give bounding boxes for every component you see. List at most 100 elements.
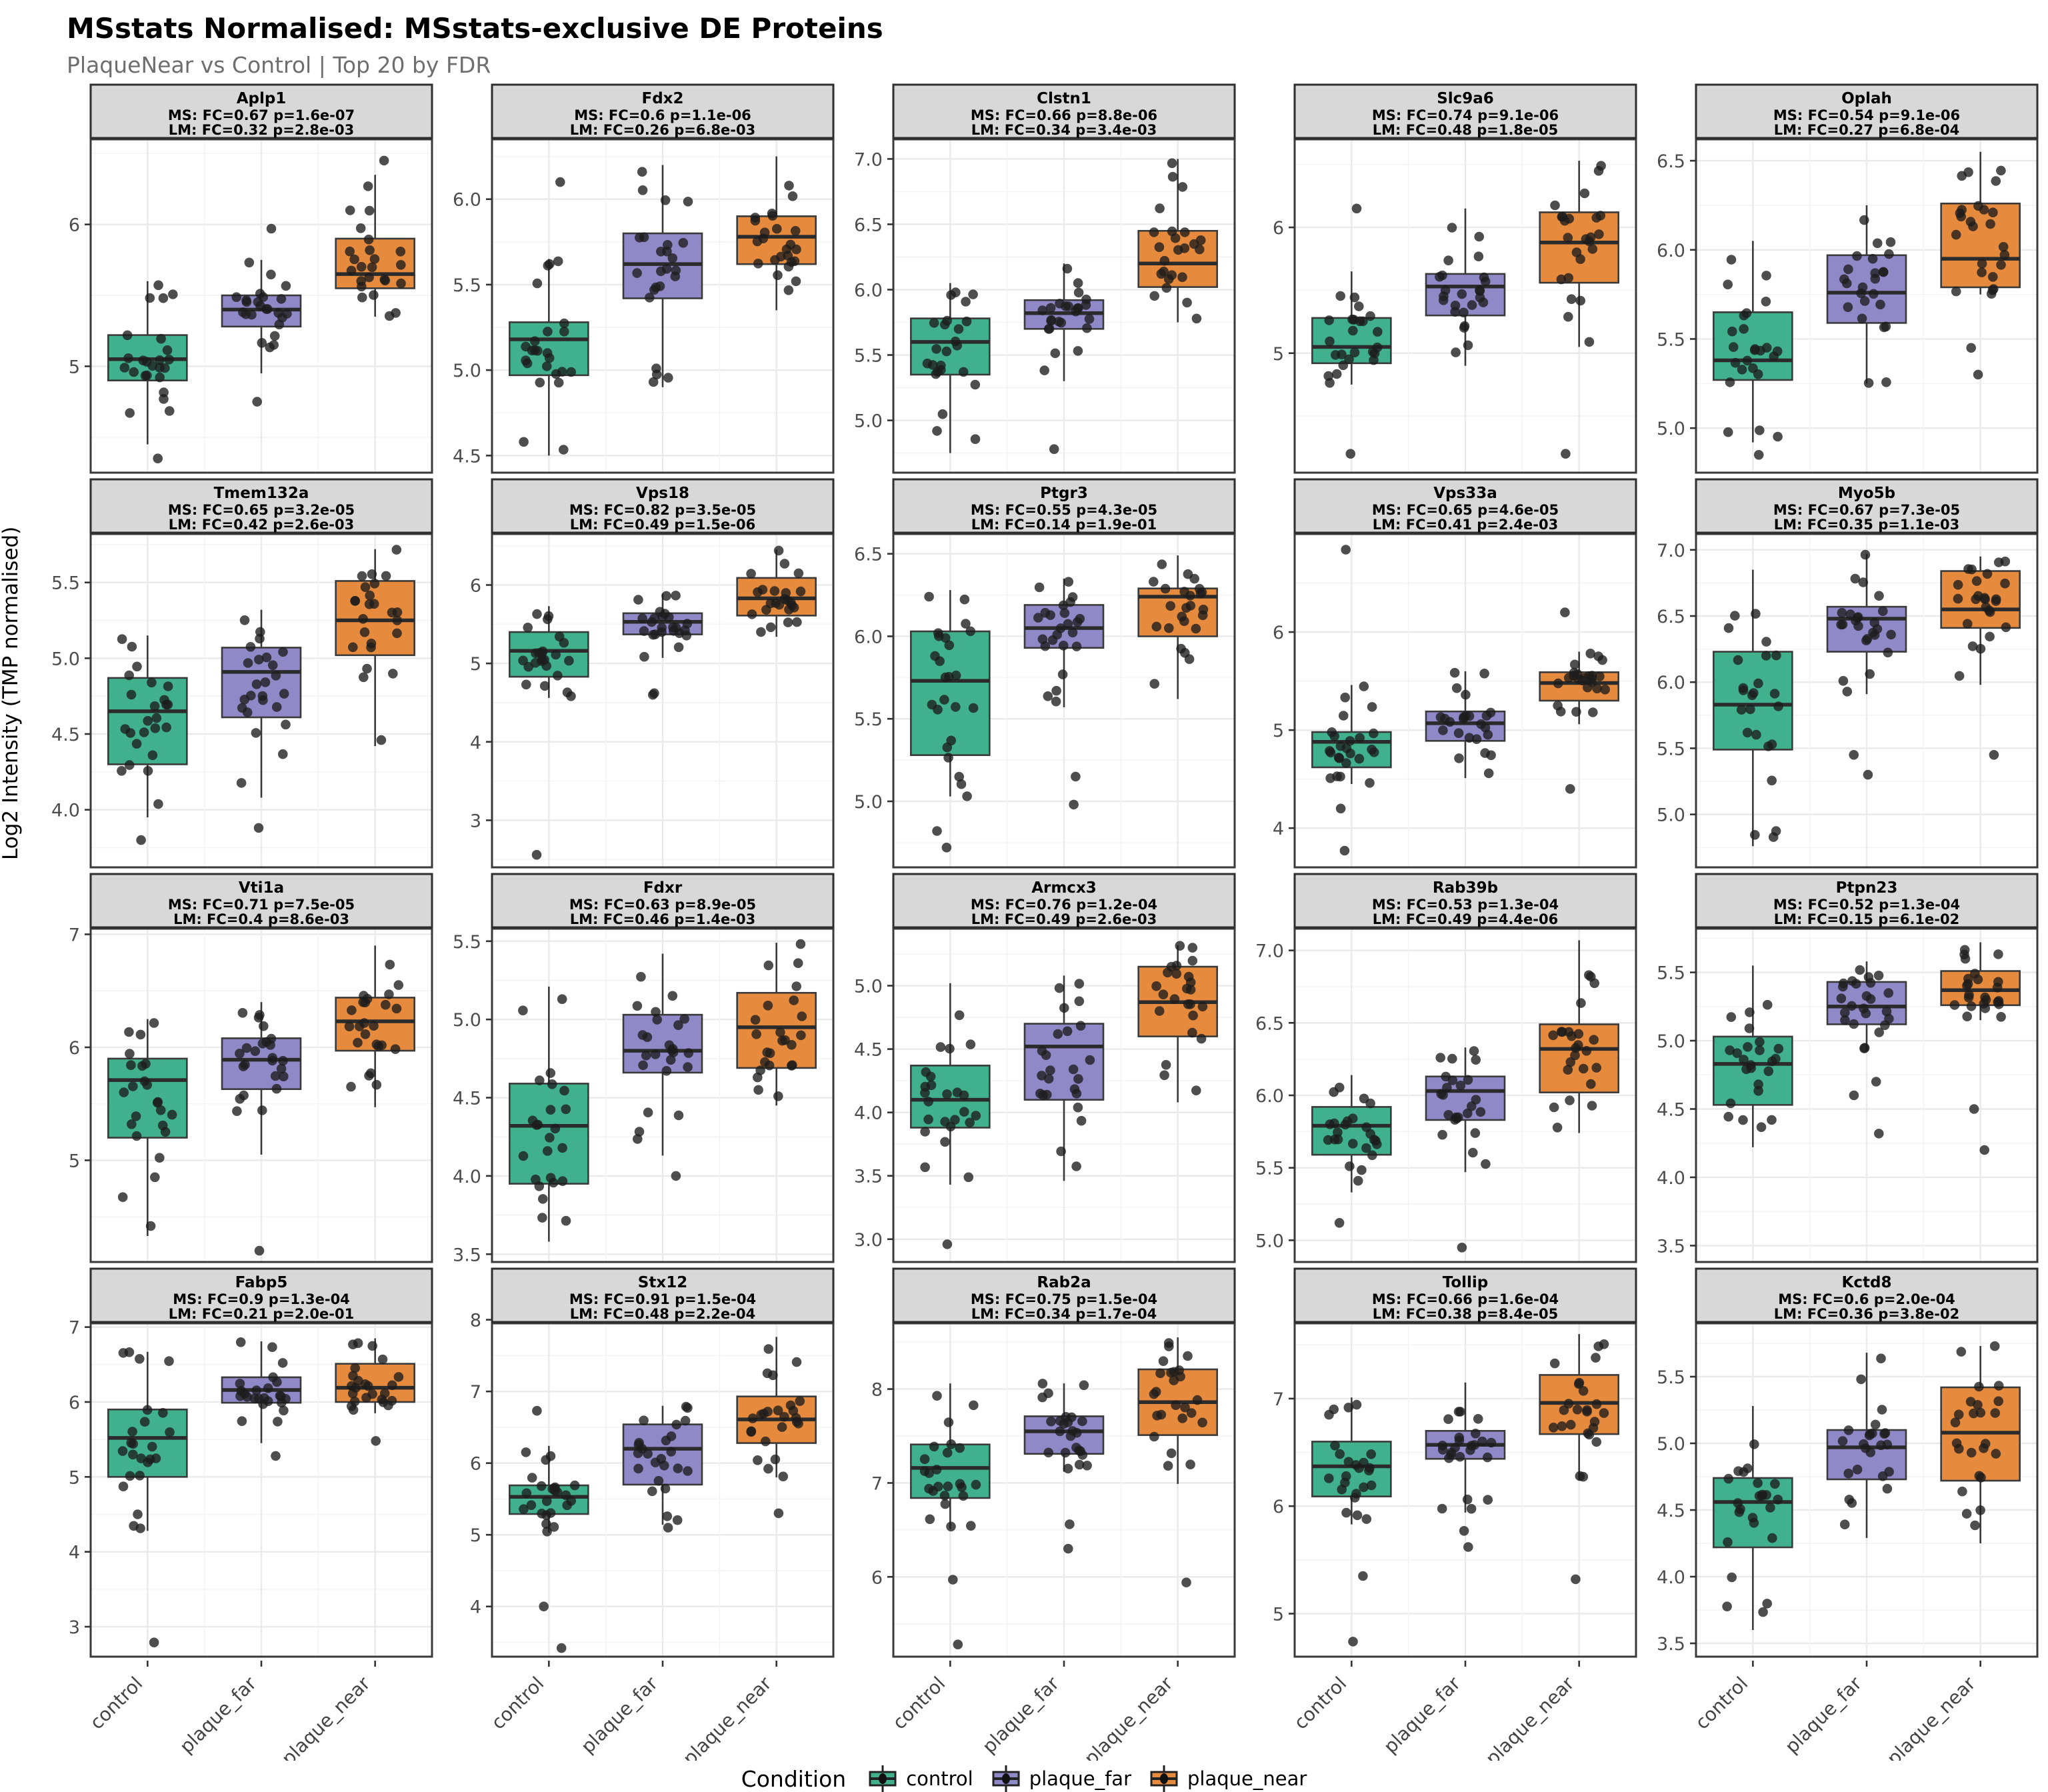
data-point bbox=[1874, 591, 1884, 601]
data-point bbox=[259, 1021, 269, 1031]
data-point bbox=[1345, 449, 1356, 459]
data-point bbox=[1973, 201, 1983, 211]
data-point bbox=[1858, 577, 1869, 588]
y-tick-label: 5.5 bbox=[854, 346, 883, 367]
data-point bbox=[1461, 711, 1471, 721]
data-point bbox=[1758, 1607, 1768, 1617]
data-point bbox=[1565, 1057, 1576, 1067]
data-point bbox=[757, 585, 768, 595]
data-point bbox=[365, 245, 375, 255]
data-point bbox=[1071, 1161, 1081, 1172]
data-point bbox=[1552, 1123, 1563, 1133]
data-point bbox=[1062, 1026, 1073, 1037]
data-point bbox=[1840, 1015, 1850, 1025]
data-point bbox=[965, 1117, 975, 1128]
y-tick-label: 5.0 bbox=[453, 361, 481, 382]
data-point bbox=[1185, 591, 1195, 601]
data-point bbox=[263, 1396, 273, 1407]
data-point bbox=[561, 1216, 571, 1226]
data-point bbox=[633, 1448, 643, 1459]
data-point bbox=[1745, 704, 1755, 715]
data-point bbox=[965, 626, 975, 637]
data-point bbox=[347, 1389, 358, 1399]
data-point bbox=[243, 658, 253, 669]
data-point bbox=[1163, 274, 1174, 285]
data-point bbox=[542, 361, 552, 372]
facet-strip bbox=[1293, 83, 1637, 139]
data-point bbox=[1334, 1218, 1345, 1228]
facet-strip bbox=[1695, 1267, 2039, 1323]
data-point bbox=[539, 681, 550, 691]
data-point bbox=[271, 671, 281, 681]
data-point bbox=[345, 205, 355, 216]
data-point bbox=[1557, 1421, 1567, 1431]
data-point bbox=[557, 1143, 567, 1153]
data-point bbox=[1763, 1066, 1774, 1077]
facet-gene-name: Oplah bbox=[1841, 90, 1892, 107]
data-point bbox=[1998, 242, 2009, 252]
facet-lm-stats: LM: FC=0.32 p=2.8e-03 bbox=[169, 122, 354, 138]
data-point bbox=[1968, 221, 1978, 232]
data-point bbox=[1951, 230, 1961, 240]
data-point bbox=[795, 587, 806, 597]
y-tick-label: 6.0 bbox=[1255, 1086, 1284, 1107]
data-point bbox=[1325, 378, 1335, 388]
data-point bbox=[1461, 690, 1471, 700]
data-point bbox=[1054, 317, 1064, 327]
facet-gene-name: Kctd8 bbox=[1842, 1274, 1892, 1291]
data-point bbox=[650, 629, 661, 640]
data-point bbox=[141, 1059, 151, 1069]
data-point bbox=[1325, 1119, 1335, 1130]
facet-strip bbox=[1695, 478, 2039, 534]
y-tick-label: 4.5 bbox=[51, 725, 80, 745]
data-point bbox=[124, 671, 134, 681]
data-point bbox=[962, 791, 972, 802]
data-point bbox=[551, 650, 561, 660]
data-point bbox=[777, 1036, 787, 1046]
data-point bbox=[1369, 729, 1379, 739]
data-point bbox=[1469, 1440, 1479, 1451]
data-point bbox=[1068, 1065, 1079, 1075]
data-point bbox=[135, 1354, 145, 1364]
data-point bbox=[1767, 1533, 1777, 1543]
data-point bbox=[1725, 1099, 1736, 1109]
data-point bbox=[643, 1107, 653, 1118]
x-tick-label: plaque_near bbox=[679, 1673, 776, 1761]
data-point bbox=[541, 1496, 552, 1507]
data-point bbox=[760, 1057, 770, 1067]
data-point bbox=[1462, 1495, 1473, 1505]
data-point bbox=[1175, 941, 1185, 951]
data-point bbox=[347, 1005, 357, 1016]
data-point bbox=[395, 247, 406, 257]
data-point bbox=[357, 293, 367, 303]
data-point bbox=[1970, 969, 1980, 979]
data-point bbox=[1354, 754, 1365, 764]
data-point bbox=[365, 1068, 376, 1079]
data-point bbox=[779, 1412, 789, 1422]
data-point bbox=[279, 1405, 289, 1416]
data-point bbox=[1594, 229, 1604, 240]
data-point bbox=[1726, 1012, 1737, 1023]
data-point bbox=[1548, 1030, 1558, 1041]
data-point bbox=[254, 1246, 265, 1256]
data-point bbox=[519, 1504, 529, 1515]
x-axis-labels: control plaque_far plaque_near bbox=[487, 1661, 777, 1761]
data-point bbox=[1965, 1397, 1976, 1407]
data-point bbox=[1469, 1046, 1479, 1057]
data-point bbox=[1154, 1006, 1165, 1017]
data-point bbox=[1451, 683, 1462, 693]
data-point bbox=[1867, 1429, 1877, 1439]
data-point bbox=[1450, 1443, 1460, 1453]
data-point bbox=[1975, 1408, 1986, 1418]
data-point bbox=[1187, 943, 1198, 953]
data-point bbox=[1859, 1003, 1869, 1014]
facet-lm-stats: LM: FC=0.35 p=1.1e-03 bbox=[1774, 517, 1959, 533]
data-point bbox=[346, 265, 357, 276]
data-point bbox=[1055, 1427, 1065, 1437]
data-point bbox=[138, 355, 149, 366]
data-point bbox=[1340, 1477, 1350, 1488]
data-point bbox=[1347, 315, 1357, 325]
data-point bbox=[683, 197, 693, 207]
data-point bbox=[1571, 1574, 1581, 1585]
data-point bbox=[139, 727, 149, 738]
